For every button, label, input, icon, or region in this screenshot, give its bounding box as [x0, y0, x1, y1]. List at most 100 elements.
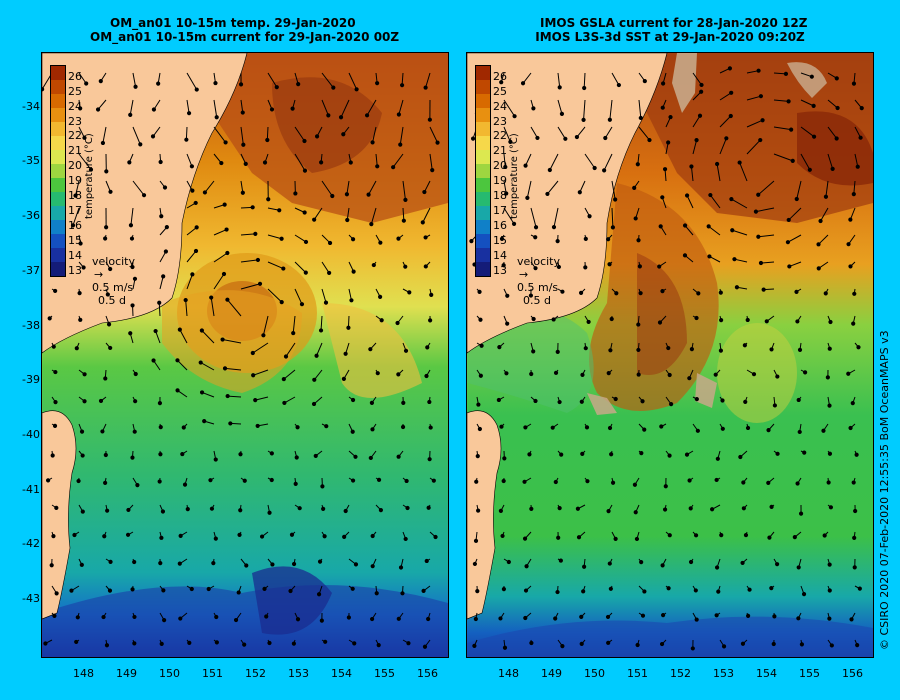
current-vector-head: [730, 228, 735, 233]
current-vector: [402, 180, 406, 200]
current-vector-head: [399, 83, 405, 88]
current-vector-head: [502, 645, 508, 650]
current-vector-head: [694, 137, 699, 143]
current-vector: [346, 180, 350, 195]
current-vector-head: [551, 317, 556, 322]
current-vector-head: [523, 615, 528, 621]
current-vector-head: [854, 452, 859, 457]
current-vector-head: [846, 371, 851, 376]
current-vector-head: [302, 210, 307, 215]
cb-tick: 16: [493, 219, 507, 232]
colorbar-swatch: [476, 248, 490, 263]
current-vector-head: [293, 191, 298, 196]
current-vector: [348, 72, 358, 90]
current-vector: [213, 99, 218, 118]
current-vector: [773, 126, 792, 131]
y-axis: -34 -35 -36 -37 -38 -39 -40 -41 -42 -43: [0, 52, 40, 658]
current-vector-head: [714, 613, 719, 618]
colorbar-swatch: [51, 178, 65, 193]
current-vector-head: [556, 264, 561, 270]
current-vector-head: [126, 507, 131, 513]
current-vector-head: [715, 161, 720, 167]
current-vector: [853, 180, 856, 195]
current-vector-head: [745, 317, 750, 323]
current-vector-head: [130, 303, 135, 308]
current-vector-head: [250, 350, 255, 356]
current-vector: [321, 99, 329, 116]
current-vector-head: [378, 294, 383, 299]
current-vector: [283, 369, 296, 380]
current-vector-head: [349, 298, 354, 303]
current-vector: [240, 126, 244, 145]
current-vector-head: [687, 478, 692, 483]
current-vector-head: [718, 348, 724, 353]
current-vector: [240, 259, 258, 263]
current-vector-head: [801, 592, 807, 597]
current-vector-head: [319, 618, 324, 623]
colorbar-swatch: [51, 220, 65, 235]
current-vector-head: [214, 614, 219, 620]
current-vector-head: [637, 264, 642, 269]
current-vector-head: [687, 376, 692, 381]
current-vector-head: [797, 429, 802, 435]
current-vector-head: [639, 560, 644, 565]
current-vector-head: [682, 223, 688, 228]
current-vector-head: [370, 616, 375, 622]
current-vector-head: [159, 214, 164, 219]
current-vector-head: [241, 142, 246, 147]
current-vector-head: [496, 397, 501, 403]
current-vector-head: [406, 641, 411, 646]
current-vector-head: [54, 591, 59, 596]
current-vector-head: [262, 160, 268, 165]
current-vector: [709, 194, 721, 209]
current-vector-head: [354, 87, 359, 92]
current-vector-head: [697, 113, 703, 118]
current-vector: [227, 299, 242, 317]
current-vector-head: [103, 376, 108, 381]
current-vector-head: [663, 484, 668, 489]
current-vector: [746, 139, 761, 155]
current-vector-head: [508, 139, 513, 144]
current-vector: [78, 72, 87, 84]
current-vector-head: [240, 110, 245, 115]
current-vector-head: [478, 373, 483, 378]
current-vector: [604, 126, 613, 139]
current-vector: [692, 72, 702, 86]
current-vector-head: [178, 616, 183, 621]
current-vector-head: [157, 479, 162, 484]
current-vector-head: [327, 270, 332, 276]
current-vector-head: [128, 223, 134, 228]
current-vector-head: [826, 480, 831, 485]
current-vector-head: [82, 135, 87, 140]
current-vector-head: [82, 399, 87, 404]
current-vector-head: [474, 479, 479, 484]
current-vector-head: [632, 482, 638, 487]
current-vector-head: [689, 347, 694, 352]
y-tick: -40: [22, 428, 40, 441]
current-vector-head: [132, 429, 137, 434]
current-vector: [159, 276, 164, 290]
current-vector: [503, 126, 511, 143]
current-vector-head: [522, 479, 527, 484]
current-vector: [402, 207, 405, 221]
current-vector-head: [775, 451, 780, 456]
current-vector-head: [758, 137, 763, 143]
right-title-line1: IMOS GSLA current for 28-Jan-2020 12Z: [540, 16, 808, 30]
current-vector-head: [378, 240, 383, 245]
current-vector-head: [127, 160, 132, 165]
current-vector-head: [699, 82, 704, 88]
current-vector-head: [796, 397, 801, 403]
current-vector-head: [769, 586, 774, 591]
current-vector-head: [213, 536, 218, 541]
current-vector-head: [295, 425, 300, 430]
current-vector-head: [69, 588, 74, 593]
current-vector-head: [667, 533, 672, 538]
current-vector-head: [282, 400, 287, 406]
current-vector-head: [647, 137, 652, 143]
y-tick: -42: [22, 537, 40, 550]
current-vector-head: [499, 80, 504, 85]
current-vector-head: [794, 289, 799, 294]
current-vector-head: [816, 242, 821, 247]
current-vector-head: [719, 318, 724, 323]
current-vector-head: [181, 425, 186, 430]
